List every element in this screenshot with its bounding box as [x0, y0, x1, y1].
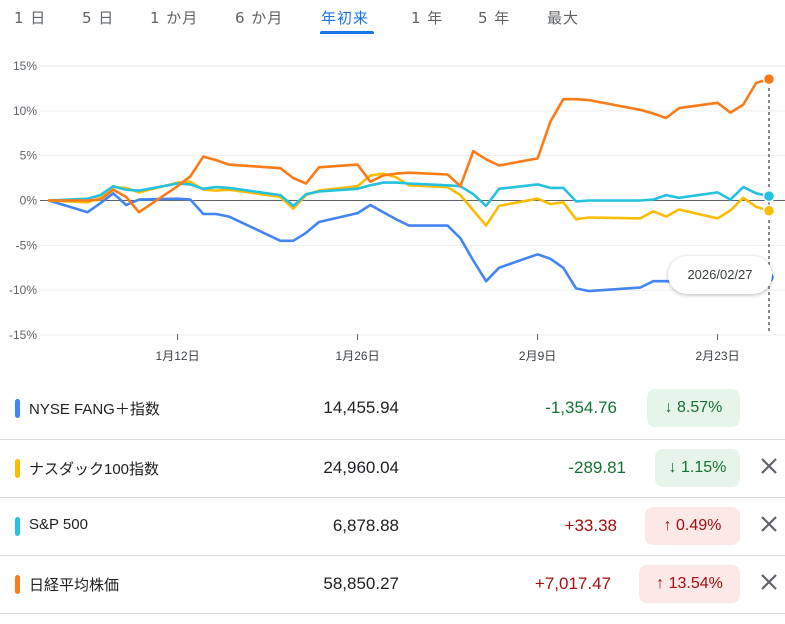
close-icon[interactable]: [757, 454, 781, 478]
tab-max[interactable]: 最大: [547, 9, 580, 27]
tab-1m[interactable]: 1 か月: [150, 9, 199, 27]
percent-change-badge: ↓ 1.15%: [655, 449, 740, 487]
active-tab-indicator: [320, 31, 374, 34]
arrow-down-icon: ↓: [664, 399, 673, 416]
tab-6m[interactable]: 6 か月: [235, 9, 284, 27]
x-tick-label: 2月23日: [696, 349, 740, 363]
x-axis-ticks: 1月12日 1月26日 2月9日 2月23日: [156, 334, 740, 363]
chart-grid: [40, 65, 785, 336]
chart-series-lines: [47, 77, 771, 293]
tab-1y[interactable]: 1 年: [411, 9, 444, 27]
x-tick-label: 1月12日: [156, 349, 200, 363]
x-tick-label: 1月26日: [336, 349, 380, 363]
tab-1d[interactable]: 1 日: [14, 9, 47, 27]
index-name: NYSE FANG＋指数: [29, 401, 160, 418]
close-icon[interactable]: [757, 512, 781, 536]
series-color-swatch: [15, 517, 20, 536]
index-price: 58,850.27: [323, 574, 399, 593]
arrow-up-icon: ↑: [663, 517, 672, 534]
arrow-down-icon: ↓: [668, 459, 677, 476]
index-change: -1,354.76: [545, 398, 617, 417]
index-name: ナスダック100指数: [29, 461, 160, 478]
percent-change-badge: ↑ 0.49%: [645, 507, 740, 545]
range-tabs: 1 日 5 日 1 か月 6 か月 年初来 1 年 5 年 最大: [0, 0, 785, 38]
index-price: 6,878.88: [332, 516, 399, 535]
series-line: [47, 77, 771, 214]
tab-ytd[interactable]: 年初来: [321, 9, 370, 27]
date-tooltip: 2026/02/27: [668, 256, 772, 294]
series-line: [47, 192, 771, 293]
tab-5y[interactable]: 5 年: [478, 9, 511, 27]
index-price: 14,455.94: [323, 398, 399, 417]
list-divider: [0, 613, 785, 614]
index-change: +7,017.47: [534, 574, 611, 593]
index-change: +33.38: [564, 516, 617, 535]
list-item-nikkei225[interactable]: 日経平均株価 58,850.27 +7,017.47 ↑ 13.54%: [0, 555, 785, 614]
close-icon[interactable]: [757, 570, 781, 594]
series-end-marker: [762, 72, 776, 86]
index-price: 24,960.04: [323, 458, 399, 477]
y-tick-label: 0%: [20, 194, 38, 208]
series-end-marker: [762, 204, 776, 218]
list-item-fang[interactable]: NYSE FANG＋指数 14,455.94 -1,354.76 ↓ 8.57%: [0, 380, 785, 438]
y-tick-label: 15%: [13, 59, 37, 73]
y-tick-label: -5%: [16, 238, 38, 252]
index-name: 日経平均株価: [29, 577, 120, 594]
hover-cursor: [762, 72, 776, 332]
y-tick-label: 10%: [13, 104, 37, 118]
list-item-nasdaq100[interactable]: ナスダック100指数 24,960.04 -289.81 ↓ 1.15%: [0, 439, 785, 498]
y-axis-ticks: 15% 10% 5% 0% -5% -10% -15%: [9, 59, 37, 342]
tab-5d[interactable]: 5 日: [82, 9, 115, 27]
index-change: -289.81: [568, 458, 626, 477]
y-tick-label: -10%: [9, 283, 37, 297]
series-color-swatch: [15, 459, 20, 478]
x-tick-label: 2月9日: [519, 349, 556, 363]
y-tick-label: 5%: [20, 149, 38, 163]
series-color-swatch: [15, 575, 20, 594]
percent-change-badge: ↑ 13.54%: [639, 565, 740, 603]
comparison-line-chart[interactable]: 15% 10% 5% 0% -5% -10% -15% 1月12日 1月26日 2月9日 2月23…: [0, 40, 785, 370]
index-name: S&P 500: [29, 516, 88, 533]
series-end-marker: [762, 189, 776, 203]
series-color-swatch: [15, 399, 20, 418]
list-item-sp500[interactable]: S&P 500 6,878.88 +33.38 ↑ 0.49%: [0, 497, 785, 556]
y-tick-label: -15%: [9, 328, 37, 342]
arrow-up-icon: ↑: [656, 575, 665, 592]
percent-change-badge: ↓ 8.57%: [647, 389, 740, 427]
